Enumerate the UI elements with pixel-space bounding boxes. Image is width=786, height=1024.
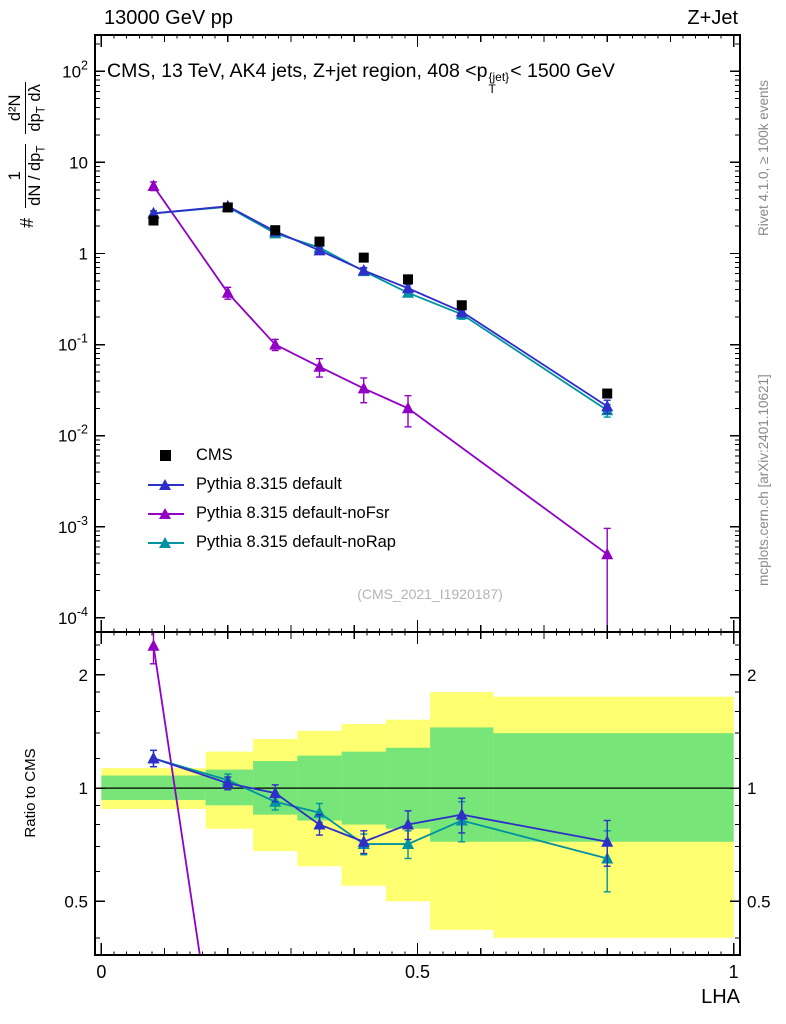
legend: CMS Pythia 8.315 default Pythia 8.315 de… (148, 441, 396, 557)
legend-label-pythia-default: Pythia 8.315 default (196, 475, 342, 493)
svg-text:0: 0 (96, 962, 106, 982)
ylabel-fraction-1: 1 dN / dpT (6, 143, 48, 208)
ylabel-hash: # (16, 217, 37, 228)
main-y-tick-label: 10-2 (58, 423, 88, 446)
pt-subscript: T (488, 82, 496, 96)
legend-label-pythia-nofsr: Pythia 8.315 default-noFsr (196, 504, 390, 522)
beam-energy-label: 13000 GeV pp (104, 7, 233, 29)
main-y-tick-label: 10-4 (58, 605, 88, 628)
svg-text:1: 1 (79, 779, 88, 798)
y-axis-label: # 1 dN / dpT d²N dpT dλ (0, 25, 57, 285)
pythia-default-line-marker-icon (148, 478, 184, 492)
analysis-id-watermark: (CMS_2021_I1920187) (357, 586, 503, 602)
main-y-tick-label: 102 (62, 58, 88, 81)
ratio-panel-frame (94, 631, 741, 956)
pythia-norap-line-marker-icon (148, 536, 184, 550)
pt-jet-supsub: {jet} T (489, 71, 510, 95)
legend-label-cms: CMS (196, 446, 233, 464)
series-cms (148, 202, 613, 399)
series-pythia-8-315-default-nofsr (147, 632, 201, 955)
svg-text:1: 1 (729, 962, 739, 982)
legend-item-pythia-norap: Pythia 8.315 default-noRap (148, 528, 396, 557)
legend-label-pythia-norap: Pythia 8.315 default-noRap (196, 533, 396, 551)
svg-text:2: 2 (79, 666, 88, 685)
svg-text:0.5: 0.5 (747, 892, 771, 911)
legend-item-cms: CMS (148, 441, 396, 470)
main-y-tick-label: 10-3 (58, 514, 88, 537)
legend-item-pythia-default: Pythia 8.315 default (148, 470, 396, 499)
series-pythia-8-315-default-nofsr (147, 179, 614, 632)
ylabel-fraction-2: d²N dpT dλ (6, 82, 48, 134)
ratio-y-axis-label: Ratio to CMS (21, 748, 39, 838)
main-y-tick-label: 10 (69, 153, 88, 172)
svg-text:2: 2 (747, 666, 756, 685)
svg-text:1: 1 (747, 779, 756, 798)
svg-text:0.5: 0.5 (405, 962, 430, 982)
series-pythia-8-315-default (147, 749, 614, 867)
pythia-nofsr-line-marker-icon (148, 507, 184, 521)
main-y-tick-label: 1 (79, 244, 88, 263)
cms-square-marker-icon (148, 449, 184, 463)
series-pythia-8-315-default-norap (147, 200, 614, 418)
process-label: Z+Jet (687, 7, 738, 29)
plot-title: CMS, 13 TeV, AK4 jets, Z+jet region, 408… (107, 60, 615, 95)
x-axis-label: LHA (701, 986, 740, 1008)
pt-superscript: {jet} (488, 70, 510, 84)
rivet-version-label: Rivet 4.1.0, ≥ 100k events (755, 80, 771, 236)
plot-title-text-end: < 1500 GeV (510, 60, 615, 82)
plot-title-text: CMS, 13 TeV, AK4 jets, Z+jet region, 408… (107, 60, 488, 82)
mcplots-reference-label: mcplots.cern.ch [arXiv:2401.10621] (755, 374, 771, 586)
uncertainty-bands (101, 692, 734, 938)
main-y-tick-label: 10-1 (58, 332, 88, 355)
svg-text:0.5: 0.5 (64, 892, 88, 911)
legend-item-pythia-nofsr: Pythia 8.315 default-noFsr (148, 499, 396, 528)
series-pythia-8-315-default (147, 199, 614, 415)
